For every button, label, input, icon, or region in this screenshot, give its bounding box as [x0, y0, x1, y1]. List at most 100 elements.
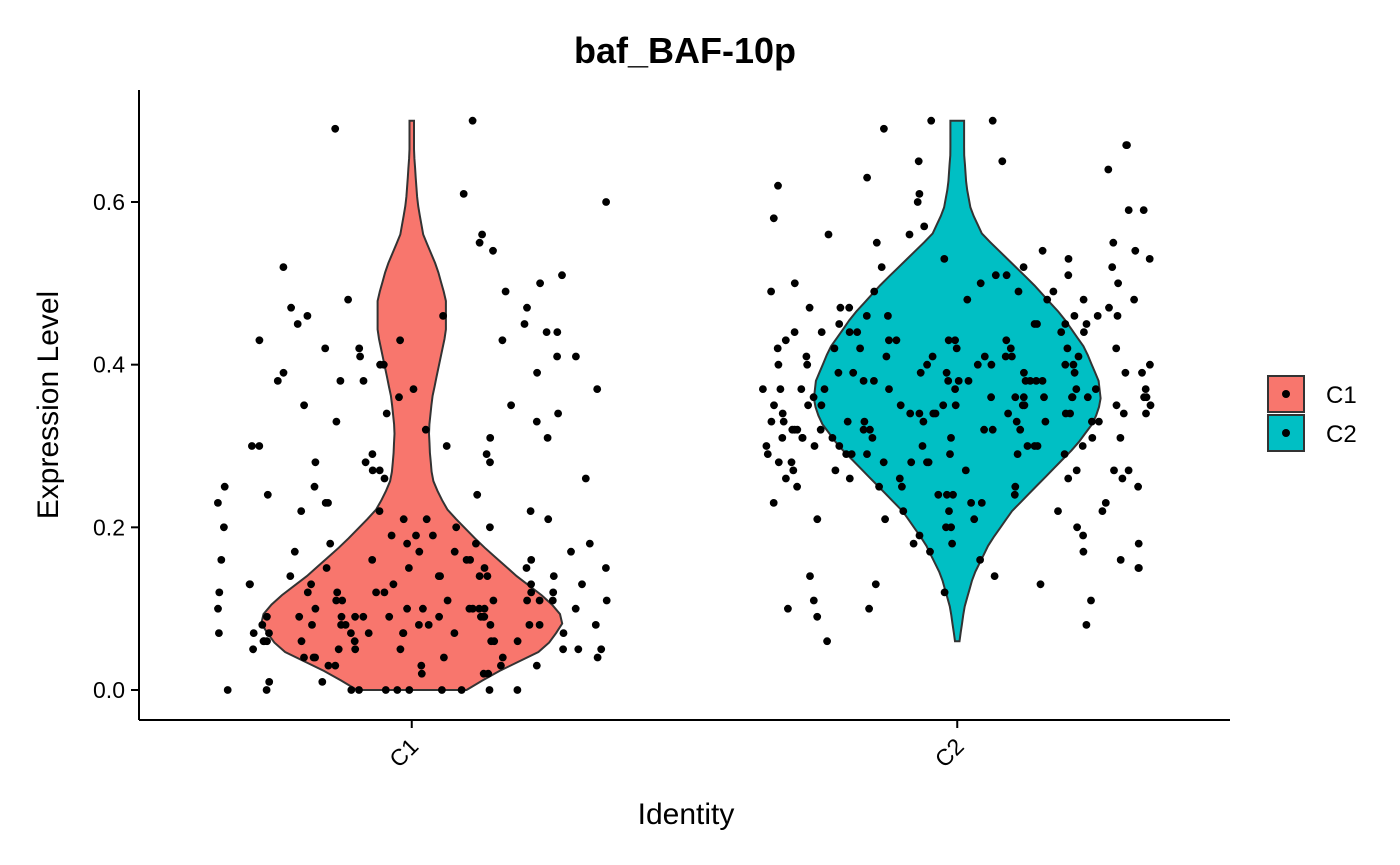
- data-point-c2: [789, 466, 798, 475]
- data-point-c2: [781, 336, 790, 345]
- data-point-c2: [909, 539, 918, 548]
- data-point-c2: [1041, 417, 1050, 426]
- data-point-c2: [1064, 255, 1073, 263]
- data-point-c1: [364, 629, 373, 637]
- data-point-c2: [866, 425, 874, 434]
- data-point-c2: [865, 604, 873, 613]
- data-point-c2: [1016, 425, 1025, 434]
- data-point-c2: [913, 198, 922, 206]
- data-point-c2: [1112, 401, 1121, 410]
- data-point-c2: [1088, 434, 1097, 442]
- data-point-c2: [1098, 507, 1107, 515]
- data-point-c1: [382, 409, 391, 418]
- data-point-c1: [405, 564, 413, 572]
- data-point-c2: [1112, 344, 1121, 353]
- data-point-c1: [532, 417, 541, 426]
- data-point-c2: [871, 580, 880, 589]
- data-point-c1: [297, 507, 306, 515]
- data-point-c2: [782, 474, 790, 483]
- data-point-c2: [1043, 295, 1052, 304]
- data-point-c2: [778, 409, 787, 418]
- data-point-c2: [951, 401, 960, 410]
- data-point-c2: [830, 344, 839, 353]
- data-point-c2: [803, 360, 812, 369]
- data-point-c2: [805, 303, 814, 312]
- data-point-c1: [523, 303, 531, 312]
- data-point-c1: [396, 336, 404, 345]
- data-point-c1: [332, 417, 341, 426]
- data-point-c2: [870, 287, 879, 296]
- data-point-c1: [415, 621, 423, 629]
- data-point-c2: [1122, 141, 1131, 150]
- data-point-c1: [387, 531, 396, 540]
- data-point-c1: [527, 588, 536, 597]
- data-point-c2: [944, 377, 953, 385]
- data-point-c2: [918, 442, 927, 450]
- data-point-c1: [321, 499, 330, 507]
- data-point-c2: [767, 417, 776, 426]
- data-point-c2: [934, 490, 943, 499]
- data-point-c2: [813, 515, 822, 524]
- data-point-c2: [820, 385, 829, 393]
- data-point-c2: [779, 417, 788, 426]
- data-point-c2: [1019, 393, 1028, 402]
- data-point-c2: [1134, 482, 1142, 491]
- data-point-c2: [810, 442, 819, 450]
- data-point-c2: [951, 385, 959, 393]
- data-point-c2: [885, 385, 893, 393]
- data-point-c1: [485, 686, 494, 694]
- data-point-c2: [1134, 539, 1143, 548]
- data-point-c2: [774, 458, 783, 467]
- data-point-c1: [507, 401, 515, 410]
- data-point-c1: [457, 686, 466, 694]
- data-point-c2: [1105, 303, 1113, 312]
- data-point-c2: [773, 344, 782, 353]
- data-point-c2: [1020, 401, 1029, 410]
- data-point-c1: [368, 466, 377, 475]
- data-point-c1: [403, 604, 411, 613]
- data-point-c2: [870, 377, 878, 385]
- data-point-c2: [1130, 295, 1138, 304]
- data-point-c2: [980, 352, 989, 361]
- data-point-c1: [255, 336, 264, 345]
- data-point-c1: [396, 645, 405, 654]
- data-point-c1: [321, 344, 330, 353]
- data-point-c2: [947, 523, 955, 532]
- data-point-c2: [973, 360, 982, 369]
- data-point-c1: [472, 539, 480, 548]
- data-point-c1: [214, 604, 222, 613]
- data-point-c2: [1119, 409, 1128, 418]
- data-point-c2: [802, 352, 811, 361]
- data-point-c2: [1008, 352, 1016, 361]
- data-point-c2: [896, 401, 905, 410]
- data-point-c1: [549, 572, 558, 580]
- data-point-c1: [351, 645, 360, 654]
- data-point-c2: [1093, 312, 1102, 320]
- data-point-c1: [368, 556, 377, 564]
- data-point-c2: [835, 442, 844, 450]
- data-point-c1: [567, 547, 575, 556]
- data-point-c2: [1088, 417, 1096, 426]
- data-point-c2: [1070, 312, 1079, 320]
- data-point-c2: [907, 458, 916, 467]
- data-point-c1: [290, 547, 299, 556]
- data-point-c2: [884, 312, 892, 320]
- data-point-c1: [322, 564, 331, 572]
- data-point-c2: [1038, 246, 1047, 255]
- data-point-c2: [963, 295, 972, 304]
- data-point-c2: [1026, 377, 1035, 385]
- data-point-c1: [331, 124, 340, 133]
- data-point-c1: [498, 653, 507, 662]
- data-point-c2: [1109, 238, 1118, 247]
- data-point-c1: [344, 295, 352, 304]
- data-point-c1: [246, 580, 254, 589]
- data-point-c1: [359, 612, 368, 621]
- data-point-c1: [558, 271, 566, 280]
- data-point-c1: [486, 523, 494, 532]
- data-point-c2: [843, 417, 852, 426]
- data-point-c2: [770, 401, 778, 410]
- data-point-c1: [438, 686, 446, 694]
- data-point-c2: [976, 556, 984, 564]
- data-point-c1: [405, 686, 414, 694]
- data-point-c1: [380, 588, 389, 597]
